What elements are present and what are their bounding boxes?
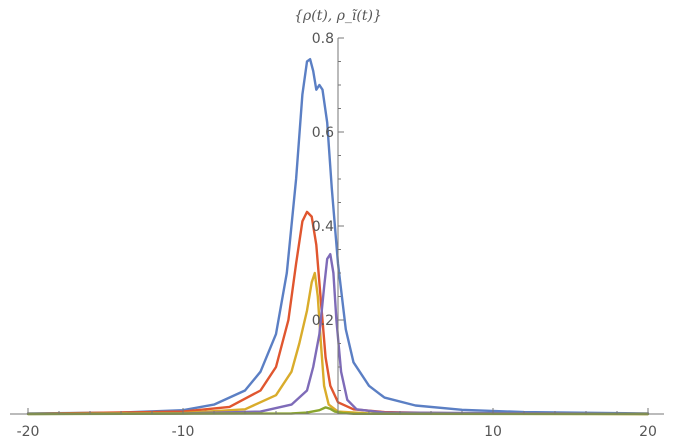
series-line-4 — [26, 253, 650, 416]
y-tick-label: 0.8 — [312, 31, 334, 47]
y-tick-label: 0.2 — [312, 313, 334, 329]
y-axis-title: {ρ(t), ρ_ĩ(t)} — [294, 8, 382, 24]
x-tick-label: 20 — [639, 424, 657, 440]
y-tick-label: 0.4 — [312, 219, 334, 235]
y-ticks: 0.2 0.4 0.6 0.8 — [312, 31, 344, 391]
series-line-5 — [26, 406, 650, 416]
series-layer — [26, 58, 650, 416]
x-tick-label: -10 — [172, 424, 195, 440]
x-tick-label: -20 — [17, 424, 40, 440]
series-line-1 — [26, 58, 650, 415]
series-line-3 — [26, 271, 650, 416]
x-tick-label: 10 — [484, 424, 502, 440]
series-line-2 — [26, 210, 650, 416]
y-tick-label: 0.6 — [312, 125, 334, 141]
x-ticks: -20 -10 10 20 — [17, 408, 657, 440]
